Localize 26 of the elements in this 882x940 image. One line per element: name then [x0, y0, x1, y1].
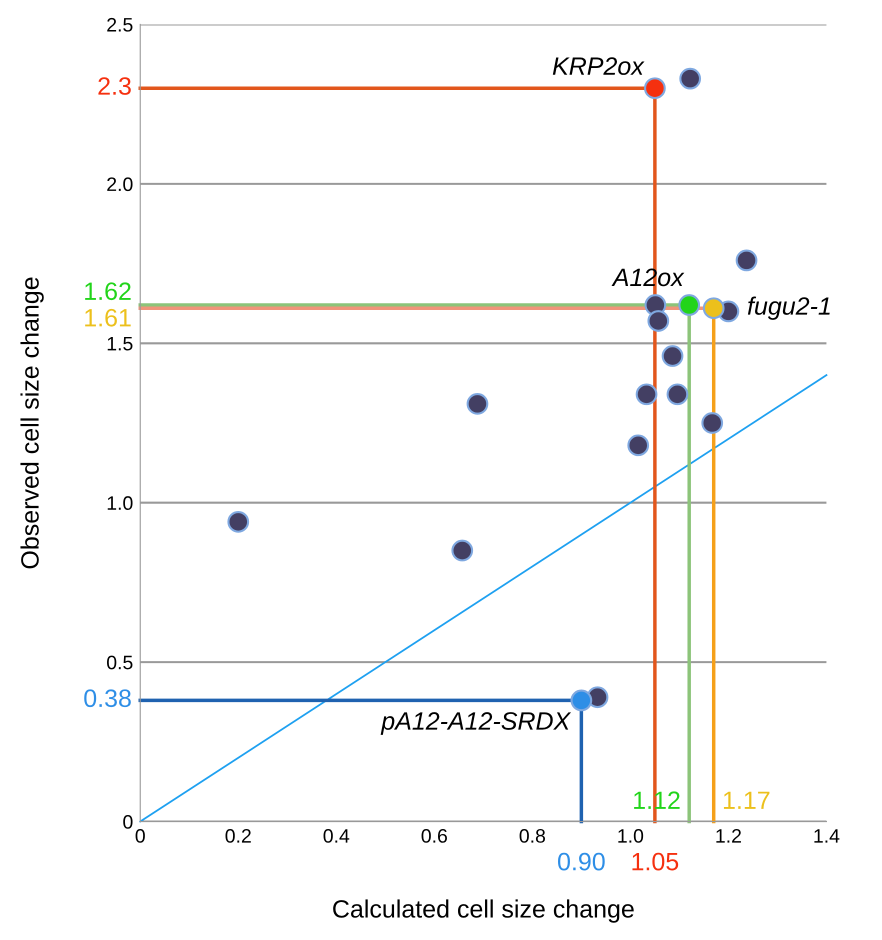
x-axis-title: Calculated cell size change [333, 899, 634, 923]
x-tick-label: 0.8 [520, 829, 546, 843]
y-tick-label: 2.0 [107, 177, 133, 192]
annotation: 0.38 [84, 689, 131, 708]
x-tick-label: 1.0 [618, 829, 644, 843]
y-tick-label: 2.5 [107, 18, 132, 32]
annotation: 1.17 [724, 792, 770, 809]
x-tick-label: 1.4 [814, 829, 840, 843]
y-axis-title: Observed cell size change [20, 277, 44, 568]
y-tick-label: 0.5 [107, 656, 132, 670]
annotation: 2.3 [98, 77, 131, 95]
annotation: KRP2ox [552, 57, 645, 75]
annotation: 1.05 [632, 852, 678, 870]
x-tick-label: 0.4 [324, 829, 350, 843]
annotation: 0.90 [558, 852, 605, 870]
x-tick-label: 0.2 [226, 829, 251, 843]
y-tick-label: 0 [123, 815, 133, 829]
x-tick-label: 0 [136, 829, 145, 843]
annotation: pA12-A12-SRDX [380, 712, 572, 735]
x-tick-label: 1.2 [716, 829, 741, 843]
y-tick-label: 1.0 [108, 496, 133, 510]
annotation: fugu2-1 [748, 296, 830, 320]
x-tick-label: 0.6 [422, 829, 447, 843]
annotation: 1.61 [85, 308, 131, 327]
annotation: 1.62 [85, 282, 131, 300]
y-tick-label: 1.5 [108, 336, 132, 351]
